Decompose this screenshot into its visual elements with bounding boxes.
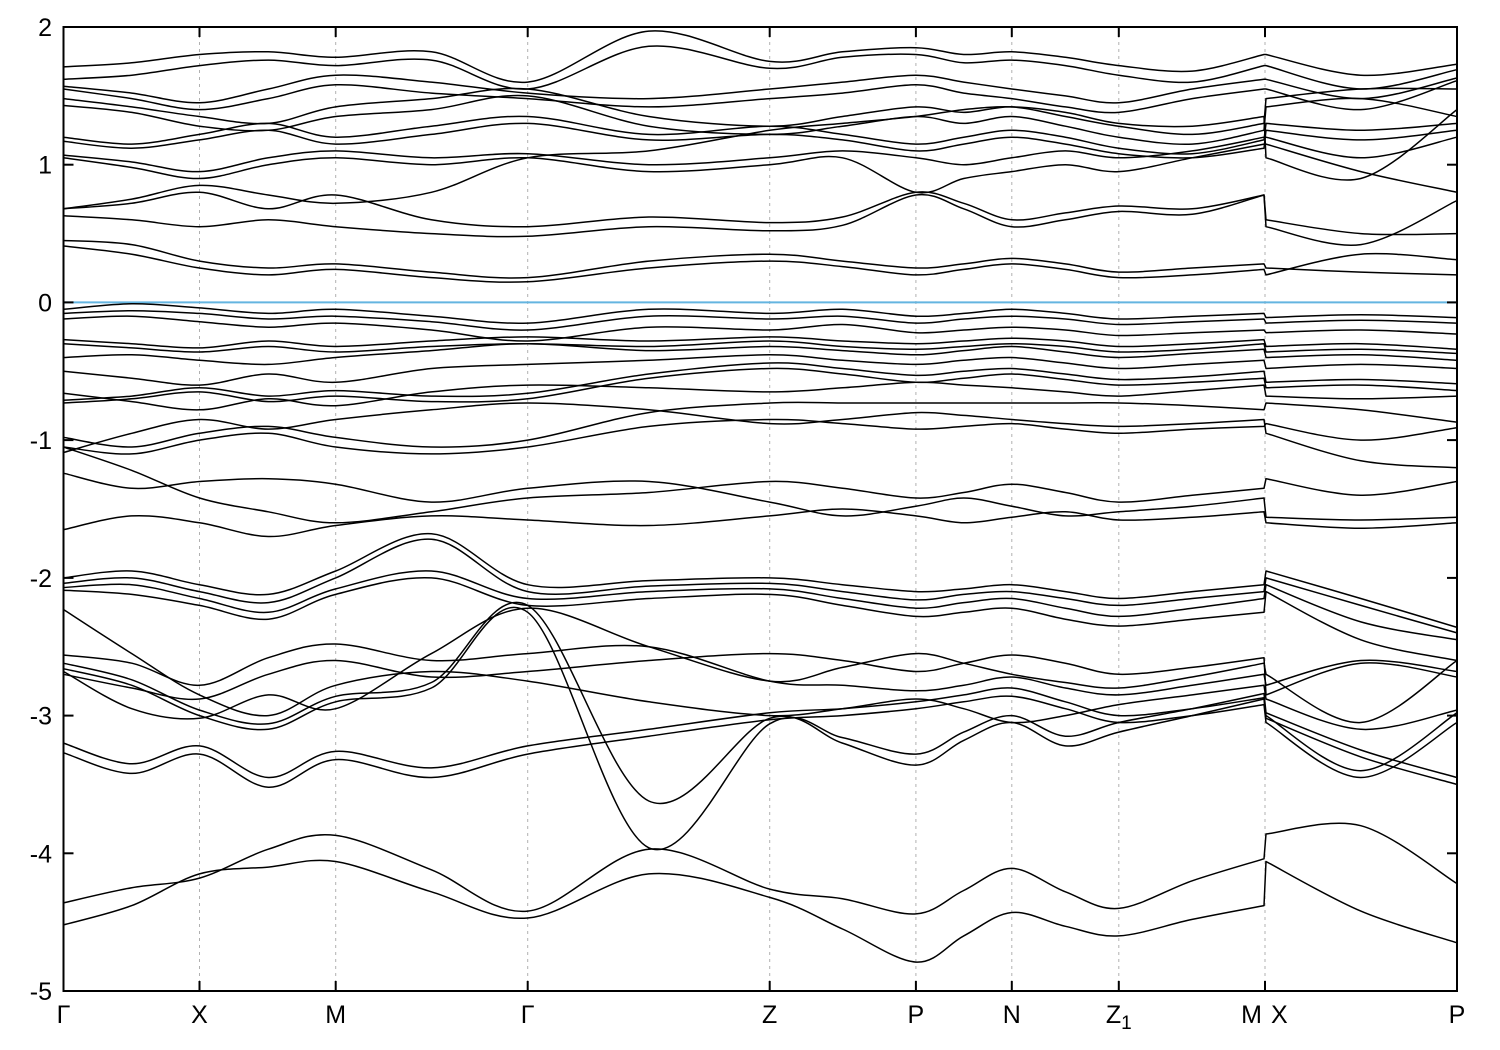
band-line <box>62 607 1458 724</box>
band-line <box>62 315 1458 342</box>
x-tick-label: Z <box>762 1001 777 1029</box>
band-line <box>62 606 1458 851</box>
band-line <box>62 601 1458 805</box>
band-line <box>62 74 1458 104</box>
x-tick-label: Γ <box>57 1001 71 1029</box>
band-line <box>62 446 1458 524</box>
band-line <box>62 570 1458 641</box>
band-line <box>62 822 1458 915</box>
band-line <box>62 143 1458 194</box>
band-line <box>62 508 1458 538</box>
band-line <box>62 342 1458 366</box>
band-line <box>62 30 1458 84</box>
band-line <box>62 239 1458 279</box>
band-line <box>62 354 1458 386</box>
band-line <box>62 122 1458 159</box>
band-line <box>62 367 1458 404</box>
band-line <box>62 402 1458 469</box>
y-tick-label: -3 <box>30 703 52 731</box>
band-line <box>62 45 1458 90</box>
y-tick-label: 0 <box>38 289 52 317</box>
band-line <box>62 336 1458 351</box>
x-tick-label: X <box>1271 1001 1288 1029</box>
band-line <box>62 608 1458 731</box>
band-line <box>62 340 1458 355</box>
band-line <box>62 533 1458 629</box>
band-line <box>62 472 1458 521</box>
band-line <box>62 643 1458 696</box>
band-line <box>62 687 1458 779</box>
band-line <box>62 401 1458 448</box>
band-line <box>62 418 1458 455</box>
band-line <box>62 87 1458 136</box>
band-line <box>62 309 1458 331</box>
x-tick-label: X <box>191 1001 208 1029</box>
band-line <box>62 859 1458 963</box>
band-line <box>62 79 1458 114</box>
band-line <box>62 245 1458 283</box>
band-line <box>62 303 1458 324</box>
band-line <box>62 115 1458 155</box>
y-tick-label: -4 <box>30 840 52 868</box>
x-tick-label: M <box>325 1001 346 1029</box>
y-tick-label: 1 <box>38 152 52 180</box>
band-line <box>62 94 1458 146</box>
y-tick-label: -5 <box>30 978 52 1006</box>
y-tick-label: -1 <box>30 427 52 455</box>
band-line <box>62 362 1458 401</box>
x-tick-label: Z1 <box>1106 1001 1132 1034</box>
band-line <box>62 652 1458 701</box>
band-line <box>62 106 1458 210</box>
band-line <box>62 191 1458 236</box>
band-line <box>62 538 1458 634</box>
x-tick-label: M <box>1241 1001 1262 1029</box>
band-line <box>62 193 1458 246</box>
plot-frame <box>62 26 1458 992</box>
y-tick-label: 2 <box>38 14 52 42</box>
band-line <box>62 136 1458 173</box>
x-tick-label: Γ <box>521 1001 535 1029</box>
x-tick-label: P <box>908 1001 925 1029</box>
x-tick-label: N <box>1003 1001 1021 1029</box>
x-tick-label: P <box>1449 1001 1466 1029</box>
band-line <box>62 695 1458 788</box>
band-line <box>62 381 1458 411</box>
y-tick-label: -2 <box>30 565 52 593</box>
band-line <box>62 576 1458 662</box>
